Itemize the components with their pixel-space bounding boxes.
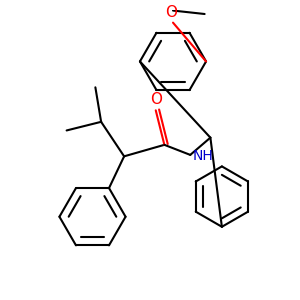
Text: O: O bbox=[150, 92, 162, 107]
Text: NH: NH bbox=[193, 149, 213, 163]
Text: O: O bbox=[166, 5, 178, 20]
